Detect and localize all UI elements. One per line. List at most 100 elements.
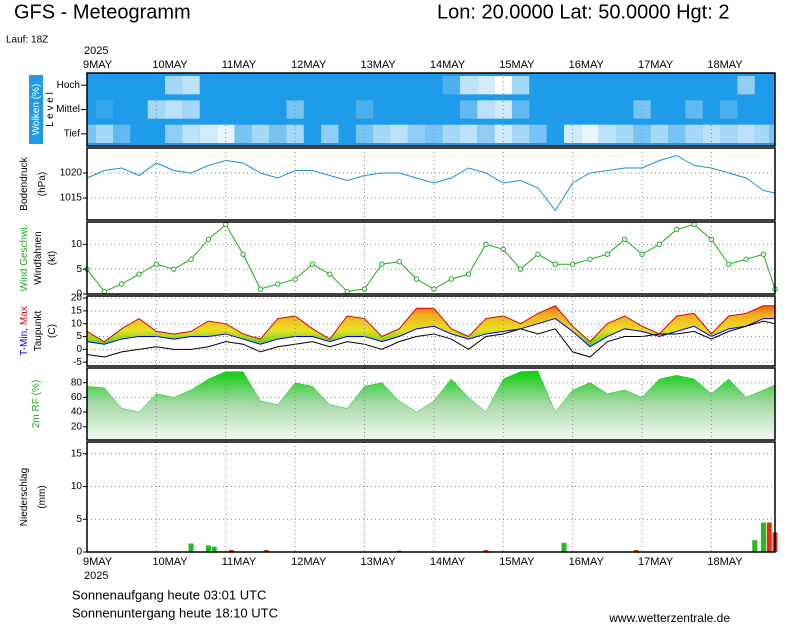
y-title-part: (C) xyxy=(47,324,58,338)
y-tick-label: 5 xyxy=(76,514,82,525)
cloud-cell xyxy=(477,124,495,143)
cloud-cell xyxy=(199,124,218,143)
date-label: 17MAY xyxy=(638,556,674,568)
cloud-cell xyxy=(651,76,668,94)
cloud-cell xyxy=(737,100,754,118)
cloud-cell xyxy=(477,100,495,119)
point-marker xyxy=(327,271,333,277)
date-label: 10MAY xyxy=(152,556,188,568)
cloud-cell xyxy=(87,76,96,94)
date-label: 18MAY xyxy=(707,556,743,568)
y-title: Wolken (%) xyxy=(31,84,42,136)
panel-border xyxy=(86,367,776,441)
location: Lon: 20.0000 Lat: 50.0000 Hgt: 2 xyxy=(437,1,729,23)
cloud-cell xyxy=(754,124,770,143)
point-marker xyxy=(413,276,420,282)
cloud-cell xyxy=(547,100,564,118)
cloud-cell xyxy=(407,124,426,143)
cloud-cell xyxy=(182,76,200,95)
point-marker xyxy=(517,266,524,272)
y-tick-label: 15 xyxy=(71,306,83,317)
cloud-cell xyxy=(459,100,478,119)
bar xyxy=(483,550,489,552)
y-title-part: Wolken (%) xyxy=(31,84,42,136)
cloud-cell xyxy=(251,124,270,143)
cloud-cell xyxy=(95,124,114,143)
point-marker xyxy=(448,276,454,282)
cloud-cell xyxy=(87,100,96,118)
date-label: 16MAY xyxy=(569,59,605,71)
sunrise: Sonnenaufgang heute 03:01 UTC xyxy=(72,587,266,602)
point-marker xyxy=(708,236,715,243)
cloud-cell xyxy=(304,100,321,118)
y-tick-label: 60 xyxy=(71,392,83,403)
year-bottom: 2025 xyxy=(84,570,108,582)
y-title: (mm) xyxy=(37,485,48,508)
cloud-cell xyxy=(668,124,686,143)
cloud-cell xyxy=(442,124,460,143)
cloud-cell xyxy=(304,76,321,94)
bar xyxy=(760,522,766,552)
y-tick-label: 10 xyxy=(71,318,83,329)
cloud-cell xyxy=(200,76,217,94)
panel-border xyxy=(86,295,776,367)
year-top: 2025 xyxy=(84,45,108,57)
y-title: Taupunkt xyxy=(33,310,44,351)
area xyxy=(86,370,776,441)
cloud-cell xyxy=(390,124,408,143)
cloud-cell xyxy=(321,76,338,94)
bar xyxy=(211,546,217,552)
y-title-part: Niederschlag xyxy=(19,468,30,526)
cloud-cell xyxy=(234,124,252,143)
point-marker xyxy=(621,236,628,243)
date-label: 14MAY xyxy=(430,59,466,71)
cloud-cell xyxy=(599,100,616,118)
cloud-cell xyxy=(113,76,130,94)
point-marker xyxy=(465,271,472,277)
title: GFS - Meteogramm xyxy=(14,1,191,23)
panel xyxy=(86,367,776,441)
cloud-cell xyxy=(130,125,147,143)
cloud-cell xyxy=(443,100,460,118)
y-tick-label: 20 xyxy=(71,293,83,304)
y-title: Niederschlag xyxy=(19,468,30,526)
cloud-cell xyxy=(511,100,530,119)
cloud-cell xyxy=(304,125,321,143)
cloud-cell xyxy=(598,124,617,143)
date-label: 9MAY xyxy=(83,556,113,568)
date-label: 11MAY xyxy=(222,59,257,71)
point-marker xyxy=(535,251,541,257)
point-marker xyxy=(101,288,108,295)
cloud-cell xyxy=(529,76,546,94)
point-marker xyxy=(171,266,177,272)
panel-border xyxy=(86,147,776,221)
date-label: 13MAY xyxy=(361,59,397,71)
level-label: Tief xyxy=(64,128,81,139)
cloud-cell xyxy=(581,76,598,94)
y-tick-label: 1020 xyxy=(60,168,83,179)
cloud-cell xyxy=(87,124,96,143)
date-label: 15MAY xyxy=(499,556,535,568)
cloud-cell xyxy=(338,125,355,143)
y-title-part: L e v e l xyxy=(45,92,56,127)
cloud-cell xyxy=(581,124,599,143)
y-title: (kt) xyxy=(47,251,58,265)
cloud-cell xyxy=(182,100,200,119)
cloud-cell xyxy=(459,124,478,143)
y-title: (hPa) xyxy=(37,172,48,196)
point-marker xyxy=(136,271,142,277)
panel xyxy=(86,295,776,367)
y-title-part: Taupunkt xyxy=(33,310,44,351)
data-line xyxy=(86,320,776,358)
point-marker xyxy=(344,288,350,295)
y-title-part: 2m RF (%) xyxy=(31,380,42,428)
cloud-cell xyxy=(769,76,775,94)
y-tick-label: 40 xyxy=(71,407,83,418)
cloud-cell xyxy=(529,100,546,118)
bar xyxy=(766,522,772,552)
cloud-cell xyxy=(547,125,564,143)
cloud-cell xyxy=(165,76,183,95)
date-label: 10MAY xyxy=(152,59,188,71)
y-title-part: Windfahnen xyxy=(33,231,44,284)
